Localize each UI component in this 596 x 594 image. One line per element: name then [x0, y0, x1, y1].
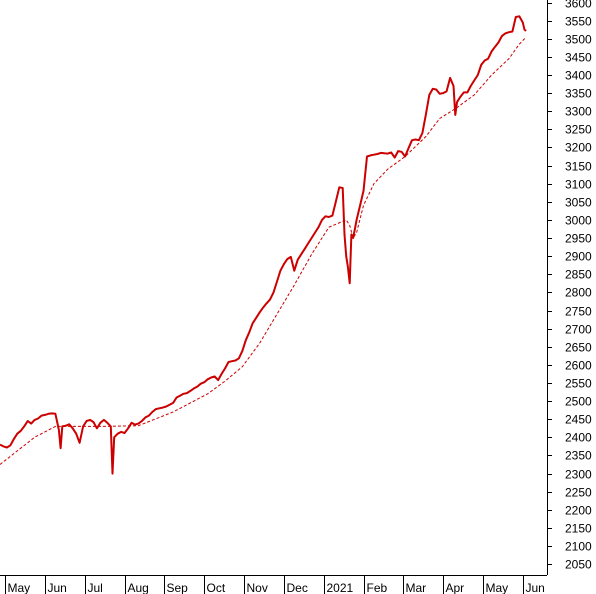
y-tick-label: 2350 — [565, 449, 592, 463]
y-tick-label: 3400 — [565, 69, 592, 83]
x-tick-label: Jul — [88, 581, 103, 594]
y-tick-label: 2750 — [565, 305, 592, 319]
x-tick-label: Dec — [287, 581, 308, 594]
y-tick-label: 3600 — [565, 0, 592, 11]
x-tick-label: Mar — [406, 581, 427, 594]
y-tick-label: 2950 — [565, 232, 592, 246]
y-tick-label: 2600 — [565, 359, 592, 373]
y-axis: 2050 2100 2150 2200 2250 2300 2350 2400 2450 2500… — [547, 0, 592, 572]
y-tick-label: 2650 — [565, 341, 592, 355]
y-tick-label: 3450 — [565, 51, 592, 65]
y-tick-label: 2150 — [565, 522, 592, 536]
y-tick-label: 2900 — [565, 250, 592, 264]
y-tick-label: 2300 — [565, 468, 592, 482]
x-axis: May Jun Jul Aug Sep Oct Nov Dec 2021 Feb Mar Apr May… — [5, 575, 545, 594]
y-tick-label: 3000 — [565, 214, 592, 228]
x-tick-label: Jun — [48, 581, 67, 594]
y-tick-label: 3550 — [565, 15, 592, 29]
moving-average-line — [0, 36, 527, 465]
y-tick-label: 2700 — [565, 323, 592, 337]
series-layer — [0, 15, 527, 475]
y-tick-label: 2550 — [565, 377, 592, 391]
y-tick-label: 2500 — [565, 395, 592, 409]
y-tick-label: 3350 — [565, 87, 592, 101]
y-tick-label: 3100 — [565, 178, 592, 192]
y-tick-label: 2800 — [565, 286, 592, 300]
x-tick-label: Aug — [128, 581, 149, 594]
y-tick-label: 3150 — [565, 160, 592, 174]
y-tick-label: 2250 — [565, 486, 592, 500]
y-tick-label: 3500 — [565, 33, 592, 47]
y-tick-label: 3250 — [565, 123, 592, 137]
x-tick-label: Apr — [446, 581, 465, 594]
y-tick-label: 2200 — [565, 504, 592, 518]
y-tick-label: 3300 — [565, 105, 592, 119]
y-tick-label: 2400 — [565, 431, 592, 445]
x-tick-label: May — [8, 581, 31, 594]
x-tick-label: Oct — [207, 581, 226, 594]
y-tick-label: 2050 — [565, 558, 592, 572]
x-tick-label: 2021 — [327, 581, 354, 594]
y-tick-label: 2450 — [565, 413, 592, 427]
y-tick-label: 2100 — [565, 540, 592, 554]
y-tick-label: 3050 — [565, 196, 592, 210]
x-tick-label: Jun — [526, 581, 545, 594]
x-tick-label: Sep — [167, 581, 189, 594]
price-line — [0, 15, 527, 475]
y-tick-label: 2850 — [565, 268, 592, 282]
x-tick-label: May — [486, 581, 509, 594]
y-tick-label: 3200 — [565, 141, 592, 155]
x-tick-label: Nov — [247, 581, 268, 594]
x-tick-label: Feb — [367, 581, 388, 594]
